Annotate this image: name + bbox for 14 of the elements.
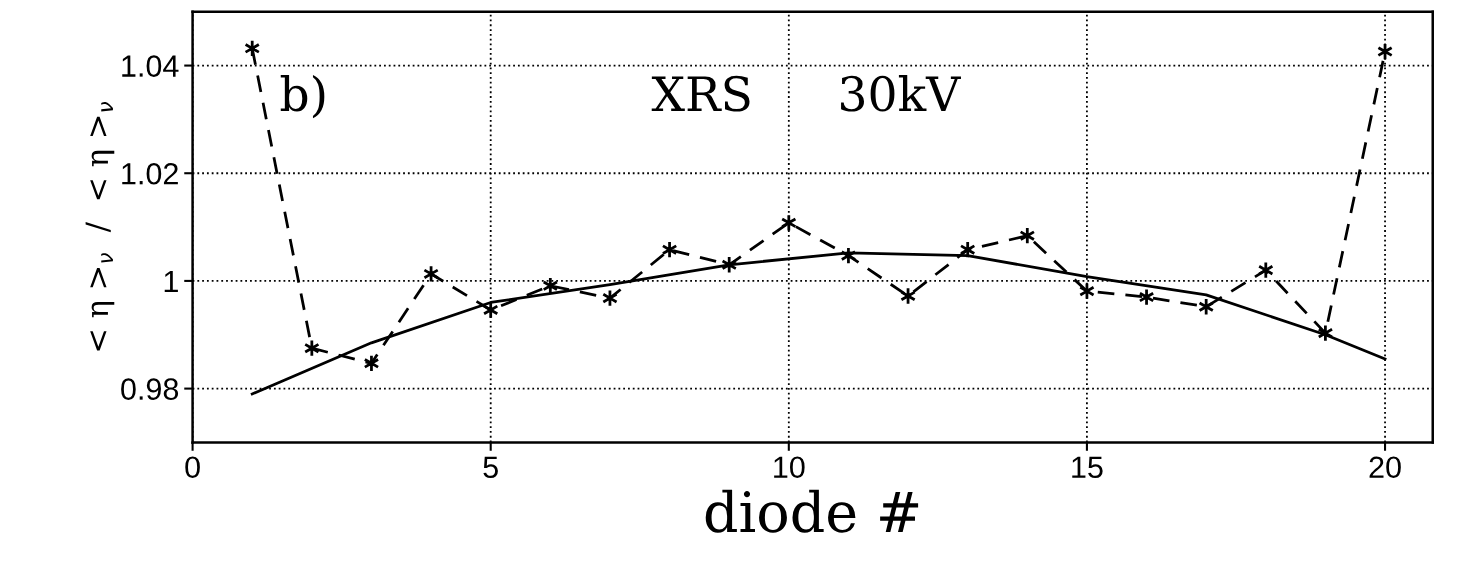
y-tick-label: 1.04	[122, 55, 179, 77]
annotation: XRS	[651, 75, 750, 112]
annotation: b)	[280, 75, 325, 119]
y-tick-label: 1	[164, 270, 178, 292]
y-tick-label: 1.02	[122, 162, 178, 185]
y-tick-label: 0.98	[121, 378, 179, 400]
x-tick-label: 5	[483, 456, 498, 479]
x-tick-label: 10	[774, 456, 805, 479]
x-tick-label: 20	[1369, 456, 1401, 479]
x-tick-label: 0	[185, 456, 200, 479]
y-axis-title: < η >$_{ν}$ / < η >$_{ν}$	[85, 102, 115, 351]
annotation: 30kV	[841, 75, 961, 112]
x-axis-title: diode #	[705, 489, 919, 533]
x-tick-label: 15	[1072, 456, 1103, 479]
